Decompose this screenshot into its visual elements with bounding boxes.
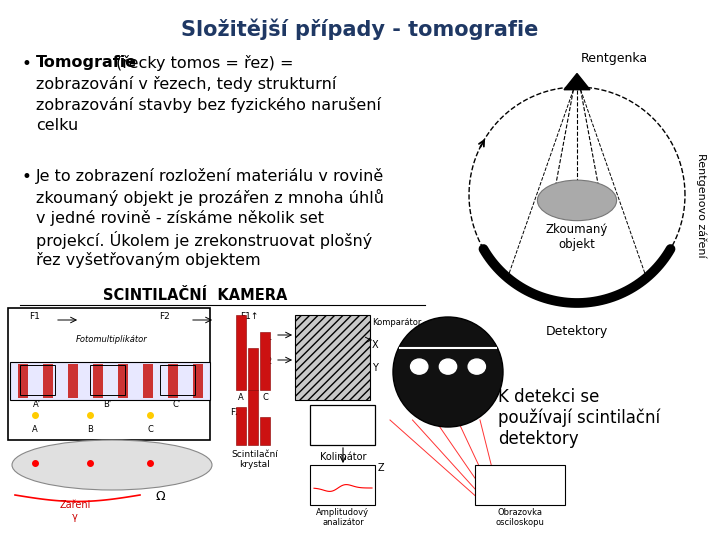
Text: B': B' — [103, 400, 111, 409]
Text: Složitější případy - tomografie: Složitější případy - tomografie — [181, 18, 539, 39]
Text: v jedné rovině - získáme několik set: v jedné rovině - získáme několik set — [36, 210, 324, 226]
Text: SCINTILAČNÍ  KAMERA: SCINTILAČNÍ KAMERA — [103, 288, 287, 303]
Text: (řecky tomos = řez) =: (řecky tomos = řez) = — [116, 55, 294, 71]
Bar — [248, 348, 258, 390]
Text: Zkoumaný
objekt: Zkoumaný objekt — [546, 224, 608, 251]
Text: Obrazovka
osciloskopu: Obrazovka osciloskopu — [495, 508, 544, 528]
FancyBboxPatch shape — [143, 364, 153, 398]
FancyBboxPatch shape — [295, 315, 370, 400]
Text: F1: F1 — [30, 312, 40, 321]
Text: Fotomultiplikátor: Fotomultiplikátor — [76, 335, 148, 344]
Text: •: • — [22, 55, 32, 73]
Bar — [236, 315, 246, 390]
Text: Amplitudový
analizátor: Amplitudový analizátor — [316, 508, 369, 528]
Text: Rentgenka: Rentgenka — [580, 52, 648, 65]
Text: Rentgenovo záření: Rentgenovo záření — [696, 153, 706, 258]
Bar — [248, 390, 258, 445]
Text: X: X — [372, 340, 379, 350]
Polygon shape — [564, 73, 590, 90]
Text: C: C — [147, 425, 153, 434]
Text: Je to zobrazení rozložení materiálu v rovině: Je to zobrazení rozložení materiálu v ro… — [36, 168, 384, 184]
Text: Σ F1 + F2: Σ F1 + F2 — [320, 417, 366, 427]
FancyBboxPatch shape — [93, 364, 103, 398]
FancyBboxPatch shape — [475, 465, 565, 505]
Text: C: C — [262, 393, 268, 402]
Text: A: A — [32, 425, 38, 434]
Bar — [236, 407, 246, 445]
FancyBboxPatch shape — [8, 308, 210, 440]
Text: C': C' — [173, 400, 181, 409]
Text: •: • — [485, 388, 496, 406]
Text: B': B' — [444, 383, 451, 392]
FancyBboxPatch shape — [168, 364, 178, 398]
FancyBboxPatch shape — [118, 364, 128, 398]
Ellipse shape — [439, 359, 456, 374]
Text: Zařeni
γ: Zařeni γ — [59, 500, 91, 522]
FancyBboxPatch shape — [193, 364, 203, 398]
Text: C': C' — [473, 383, 480, 392]
Text: Obraz
Ω*: Obraz Ω* — [430, 345, 456, 364]
Text: Komparátor: Komparátor — [372, 318, 421, 327]
Ellipse shape — [468, 359, 485, 374]
Text: B: B — [87, 425, 93, 434]
Text: F1: F1 — [262, 333, 272, 342]
Text: Scintilační
krystal: Scintilační krystal — [232, 450, 279, 469]
Text: zobrazování v řezech, tedy strukturní: zobrazování v řezech, tedy strukturní — [36, 76, 336, 92]
Text: K detekci se
používají scintilační
detektory: K detekci se používají scintilační detek… — [498, 388, 660, 448]
Text: Z: Z — [378, 463, 384, 473]
Ellipse shape — [12, 440, 212, 490]
Bar — [260, 417, 270, 445]
FancyBboxPatch shape — [68, 364, 78, 398]
Bar — [260, 332, 270, 390]
Text: •: • — [22, 168, 32, 186]
FancyBboxPatch shape — [18, 364, 28, 398]
Ellipse shape — [537, 180, 616, 221]
Text: F2: F2 — [262, 357, 272, 366]
Text: F2↑: F2↑ — [230, 408, 248, 417]
Text: A': A' — [33, 400, 41, 409]
Text: Detektory: Detektory — [546, 325, 608, 338]
Ellipse shape — [410, 359, 428, 374]
Text: celku: celku — [36, 118, 78, 133]
Ellipse shape — [393, 317, 503, 427]
FancyBboxPatch shape — [10, 362, 210, 400]
FancyBboxPatch shape — [310, 405, 375, 445]
Text: A': A' — [415, 383, 423, 392]
FancyBboxPatch shape — [43, 364, 53, 398]
Text: projekcí. Úkolem je zrekonstruovat plošný: projekcí. Úkolem je zrekonstruovat plošn… — [36, 231, 372, 249]
Text: zkoumaný objekt je prozářen z mnoha úhlů: zkoumaný objekt je prozářen z mnoha úhlů — [36, 189, 384, 206]
Text: řez vyšetřovaným objektem: řez vyšetřovaným objektem — [36, 252, 261, 268]
Text: B: B — [250, 393, 256, 402]
Text: zobrazování stavby bez fyzického narušení: zobrazování stavby bez fyzického narušen… — [36, 97, 381, 113]
Text: Kolimátor: Kolimátor — [320, 452, 366, 462]
Text: Tomografie: Tomografie — [36, 55, 137, 70]
Text: A: A — [238, 393, 244, 402]
Text: F1↑: F1↑ — [240, 312, 258, 321]
Text: Y: Y — [372, 363, 378, 373]
Text: Ω: Ω — [156, 490, 165, 503]
FancyBboxPatch shape — [310, 465, 375, 505]
Text: F2: F2 — [160, 312, 171, 321]
